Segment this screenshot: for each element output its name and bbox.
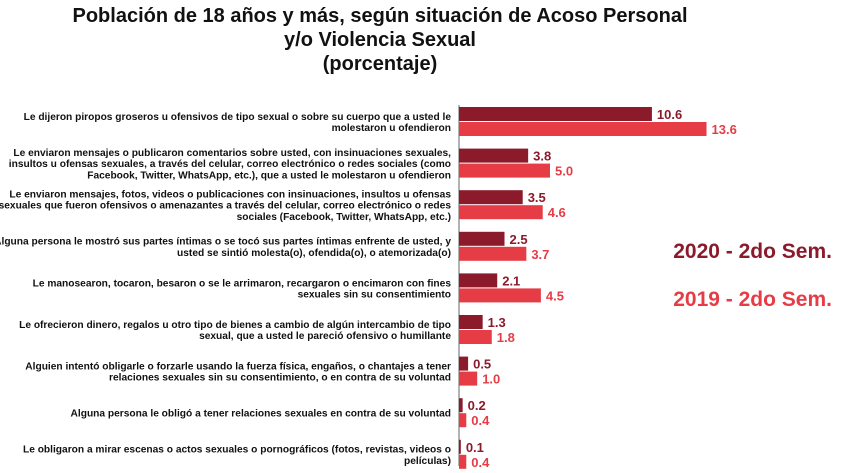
bar-2019-8 xyxy=(459,413,467,428)
bar-2020-5 xyxy=(459,273,498,288)
legend-entry-2019: 2019 - 2do Sem. xyxy=(673,288,832,311)
category-label-5: Le manosearon, tocaron, besaron o se le … xyxy=(33,278,452,300)
value-label-2020-7: 0.5 xyxy=(473,357,491,372)
value-label-2020-9: 0.1 xyxy=(466,440,484,455)
value-label-2019-1: 13.6 xyxy=(712,122,737,137)
bar-2020-8 xyxy=(459,398,463,413)
bar-2019-6 xyxy=(459,330,492,344)
chart-title-line-1: Población de 18 años y más, según situac… xyxy=(72,5,688,27)
value-label-2020-1: 10.6 xyxy=(657,107,682,122)
bar-2020-6 xyxy=(459,315,483,329)
category-label-6: Le ofrecieron dinero, regalos u otro tip… xyxy=(19,320,451,342)
category-label-2: Le enviaron mensajes o publicaron coment… xyxy=(9,148,451,181)
category-label-9: Le obligaron a mirar escenas o actos sex… xyxy=(23,445,451,467)
bar-2019-7 xyxy=(459,371,478,386)
category-label-7: Alguien intentó obligarle o forzarle usa… xyxy=(25,362,451,384)
bar-2019-5 xyxy=(459,288,541,303)
value-label-2020-5: 2.1 xyxy=(502,273,520,288)
bar-2020-7 xyxy=(459,356,469,371)
value-label-2019-6: 1.8 xyxy=(497,330,515,345)
value-label-2019-2: 5.0 xyxy=(555,164,573,179)
bar-2019-1 xyxy=(459,122,707,136)
value-label-2020-4: 2.5 xyxy=(510,232,528,247)
category-label-8: Alguna persona le obligó a tener relacio… xyxy=(71,409,451,420)
value-label-2019-8: 0.4 xyxy=(471,413,490,428)
category-label-3: Le enviaron mensajes, fotos, videos o pu… xyxy=(0,190,451,223)
value-label-2019-7: 1.0 xyxy=(482,372,500,387)
value-label-2020-3: 3.5 xyxy=(528,190,546,205)
chart-title-line-2: y/o Violencia Sexual xyxy=(284,29,476,51)
bar-2020-4 xyxy=(459,231,505,246)
bar-2019-4 xyxy=(459,246,527,261)
chart-title-line-3: (porcentaje) xyxy=(322,53,438,75)
value-label-2019-5: 4.5 xyxy=(546,288,564,303)
value-label-2019-9: 0.4 xyxy=(471,455,490,470)
value-label-2019-4: 3.7 xyxy=(531,247,549,262)
bar-2020-9 xyxy=(459,439,461,454)
bar-2019-3 xyxy=(459,205,543,220)
bar-2019-2 xyxy=(459,163,550,178)
category-label-4: Alguna persona le mostró sus partes ínti… xyxy=(0,237,451,259)
bar-2020-3 xyxy=(459,190,523,205)
value-label-2020-6: 1.3 xyxy=(488,315,506,330)
value-label-2019-3: 4.6 xyxy=(548,205,566,220)
value-label-2020-8: 0.2 xyxy=(468,398,486,413)
bar-2020-2 xyxy=(459,148,529,163)
chart-title: Población de 18 años y más, según situac… xyxy=(0,4,760,76)
bar-2020-1 xyxy=(459,107,652,121)
bar-2019-9 xyxy=(459,454,467,469)
legend-entry-2020: 2020 - 2do Sem. xyxy=(673,240,832,263)
value-label-2020-2: 3.8 xyxy=(533,149,551,164)
category-label-1: Le dijeron piropos groseros u ofensivos … xyxy=(24,112,452,134)
